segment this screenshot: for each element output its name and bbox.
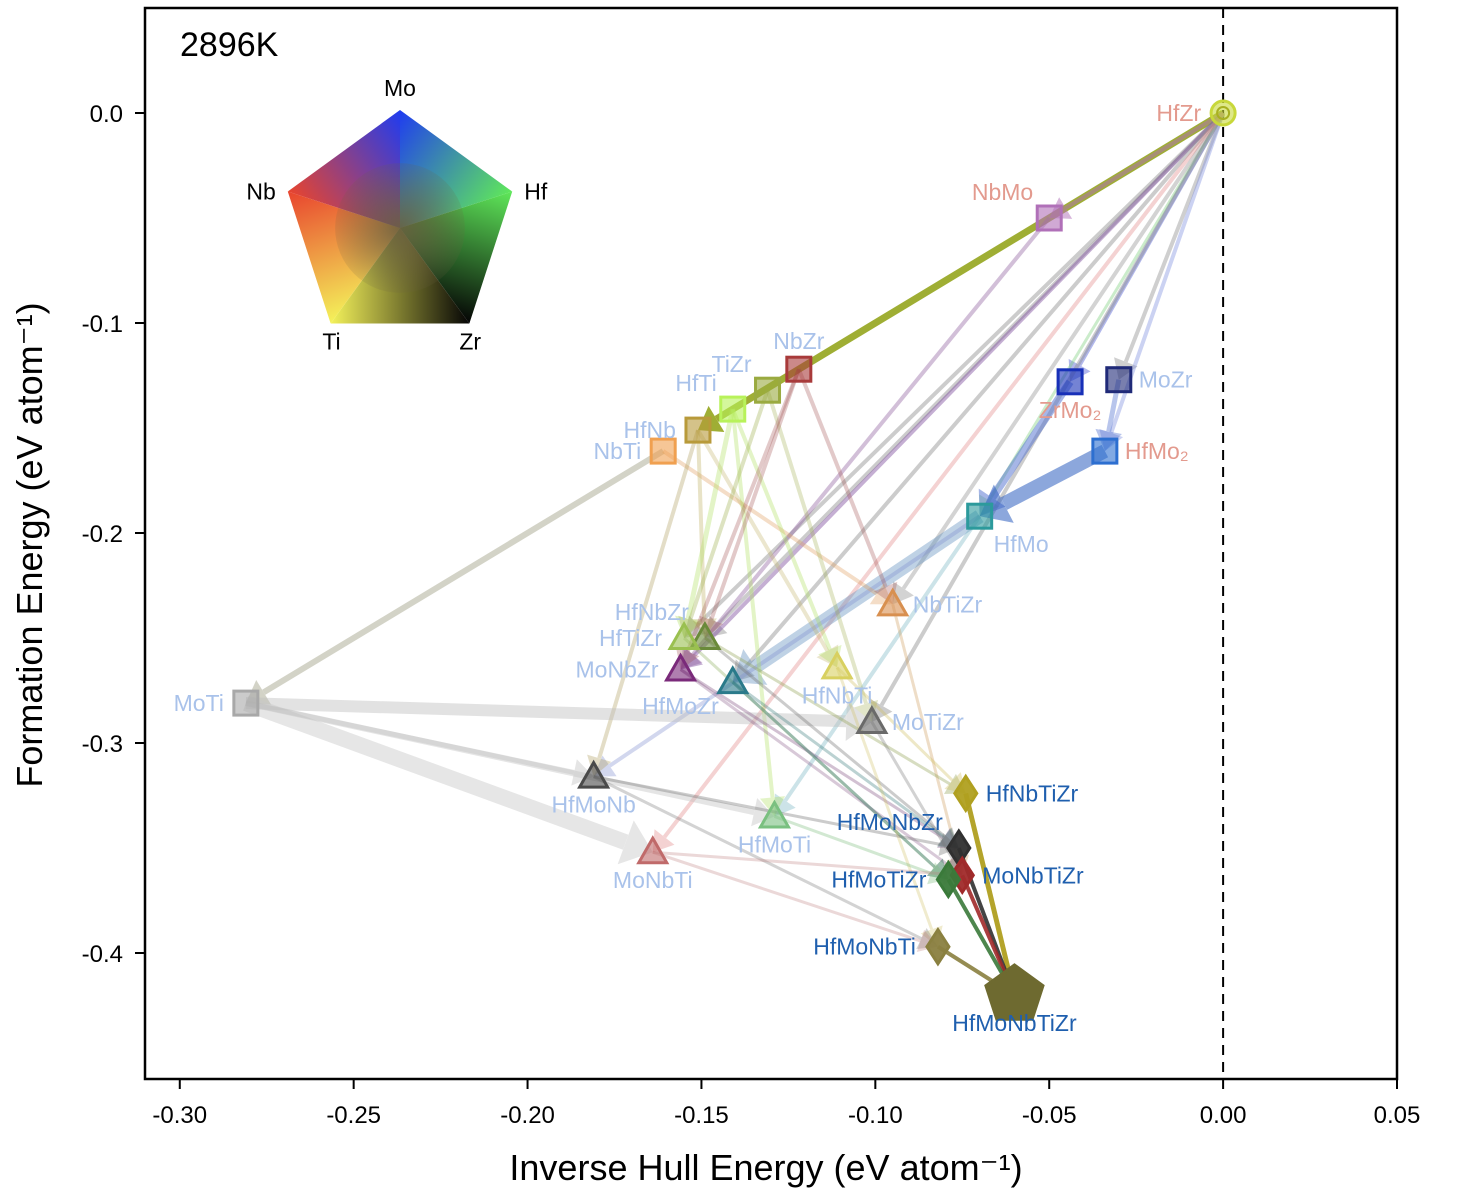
marker-NbZr <box>785 355 813 383</box>
arrow-MoTi-to-HfMoTi <box>245 700 775 827</box>
x-tick-label: -0.30 <box>152 1102 207 1129</box>
y-tick-label: -0.4 <box>82 941 123 968</box>
x-tick-label: -0.05 <box>1022 1102 1077 1129</box>
x-axis-ticks: -0.30 -0.25 -0.20 -0.15 -0.10 -0.05 0.00 0.05 <box>152 1079 1420 1129</box>
x-axis-title: Inverse Hull Energy (eV atom⁻¹) <box>509 1147 1022 1188</box>
arrow-HfZr-to-MoZr <box>1114 112 1225 380</box>
label-HfMoTi: HfMoTi <box>738 832 811 858</box>
marker-MoTiZr <box>855 704 889 734</box>
marker-HfNbZr <box>688 620 722 650</box>
marker-TiZr <box>754 376 782 404</box>
marker-HfNbTi <box>820 650 854 680</box>
arrow-HfZr-to-HfMo₂ <box>1099 112 1225 452</box>
point-labels-layer: HfZrNbMoZrMo₂MoZrHfMo₂HfMoNbZrTiZrHfTiHf… <box>174 100 1202 1036</box>
label-HfMo: HfMo <box>994 531 1049 557</box>
y-tick-label: -0.3 <box>82 731 123 758</box>
marker-ZrMo <box>1056 368 1084 396</box>
marker-HfMoNb <box>577 759 611 789</box>
label-MoNbTi: MoNbTi <box>613 867 693 893</box>
label-NbTi: NbTi <box>593 438 641 464</box>
label-HfTi: HfTi <box>675 370 716 396</box>
y-tick-label: -0.2 <box>82 521 123 548</box>
plot-frame <box>143 6 1399 1081</box>
legend-vertex-zr: Zr <box>459 328 481 354</box>
marker-HfMo <box>966 502 994 530</box>
arrow-NbZr-to-NbTiZr <box>796 368 898 605</box>
label-HfMoZr: HfMoZr <box>642 693 719 719</box>
chart-title: 2896K <box>180 26 279 64</box>
label-NbZr: NbZr <box>773 328 824 354</box>
legend-vertex-mo: Mo <box>384 75 416 101</box>
markers-layer <box>232 99 1237 1021</box>
label-HfZr: HfZr <box>1156 100 1201 126</box>
marker-HfZr <box>1209 99 1237 127</box>
label-HfMoNb: HfMoNb <box>551 792 635 818</box>
y-tick-label: -0.1 <box>82 311 123 338</box>
label-HfNbTi: HfNbTi <box>802 682 873 708</box>
label-HfNbTiZr: HfNbTiZr <box>986 780 1079 806</box>
arrow-MoTi-to-MoTiZr <box>245 697 872 742</box>
y-tick-label: 0.0 <box>90 101 123 128</box>
marker-MoZr <box>1105 366 1133 394</box>
marker-NbTi <box>649 437 677 465</box>
marker-HfNb <box>684 416 712 444</box>
arrow-MoTi-to-HfMoNb <box>245 700 594 786</box>
marker-MoNbTi <box>636 835 670 865</box>
label-MoNbTiZr: MoNbTiZr <box>982 862 1084 888</box>
label-HfMo: HfMo₂ <box>1125 438 1189 464</box>
label-HfMoNbTi: HfMoNbTi <box>813 934 916 960</box>
marker-HfTi <box>719 395 747 423</box>
marker-NbMo <box>1035 204 1063 232</box>
legend-vertex-hf: Hf <box>524 179 548 205</box>
label-NbTiZr: NbTiZr <box>913 591 983 617</box>
x-tick-label: -0.20 <box>500 1102 555 1129</box>
composition-pentagon-legend: Mo Hf Zr Ti Nb <box>246 75 547 354</box>
x-tick-label: 0.00 <box>1200 1102 1247 1129</box>
legend-vertex-nb: Nb <box>246 179 275 205</box>
marker-MoTi <box>232 689 260 717</box>
marker-MoNbZr <box>663 652 698 682</box>
marker-HfNbTiZr <box>952 773 979 814</box>
arrow-HfMo-to-HfMoZr <box>732 510 984 685</box>
label-HfMoNbZr: HfMoNbZr <box>837 809 943 835</box>
label-HfNb: HfNb <box>624 417 676 443</box>
label-MoNbZr: MoNbZr <box>576 657 659 683</box>
arrow-HfZr-to-NbTiZr <box>892 111 1225 605</box>
marker-HfMoTi <box>757 799 792 829</box>
marker-HfMoTiZr <box>935 859 962 900</box>
marker-HfTiZr <box>667 620 701 650</box>
marker-NbTiZr <box>876 587 910 617</box>
marker-HfMo <box>1091 437 1119 465</box>
label-ZrMo: ZrMo₂ <box>1039 397 1102 423</box>
label-NbMo: NbMo <box>972 179 1033 205</box>
label-HfNbZr: HfNbZr <box>615 599 689 625</box>
x-tick-label: 0.05 <box>1374 1102 1421 1129</box>
y-axis-title: Formation Energy (eV atom⁻¹) <box>9 302 50 787</box>
label-HfTiZr: HfTiZr <box>599 625 662 651</box>
label-MoZr: MoZr <box>1139 367 1193 393</box>
y-axis-ticks: 0.0 -0.1 -0.2 -0.3 -0.4 <box>82 101 145 968</box>
label-HfMoNbTiZr: HfMoNbTiZr <box>952 1010 1077 1036</box>
marker-HfMoZr <box>716 665 750 695</box>
marker-HfMoNbTi <box>925 926 951 967</box>
arrow-HfTi-to-HfTiZr <box>675 408 736 638</box>
label-MoTiZr: MoTiZr <box>892 709 964 735</box>
x-tick-label: -0.25 <box>326 1102 381 1129</box>
legend-vertex-ti: Ti <box>322 328 340 354</box>
label-HfMoTiZr: HfMoTiZr <box>831 867 926 893</box>
x-tick-label: -0.10 <box>848 1102 903 1129</box>
marker-inner-HfZr <box>1216 106 1231 120</box>
label-MoTi: MoTi <box>174 690 224 716</box>
x-tick-label: -0.15 <box>674 1102 729 1129</box>
label-TiZr: TiZr <box>712 351 752 377</box>
marker-HfMoNbTiZr <box>984 963 1045 1021</box>
legend-center-blend <box>335 163 465 293</box>
